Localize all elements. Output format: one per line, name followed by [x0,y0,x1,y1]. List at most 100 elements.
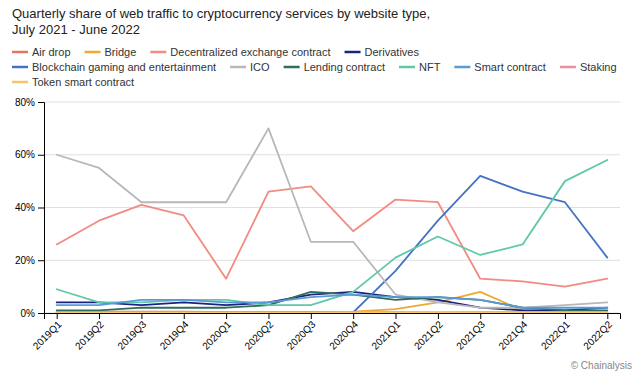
chart: Quarterly share of web traffic to crypto… [0,0,640,375]
series-line [57,311,608,313]
x-tick: 2022Q2 [581,313,614,352]
legend-item: Staking [560,61,617,73]
y-axis-line [38,103,45,314]
legend-swatch [85,51,101,54]
grid-line [44,260,620,261]
y-tick-label: 0% [21,308,36,319]
x-tick: 2022Q1 [539,313,572,352]
x-tick-label: 2022Q1 [539,318,572,351]
legend-swatch [560,66,576,69]
series-line [57,292,608,310]
series-line [57,128,608,307]
y-tick-label: 40% [15,202,35,213]
y-tick-mark [38,208,44,209]
x-tick-label: 2021Q4 [497,318,530,351]
title-line: Quarterly share of web traffic to crypto… [12,6,430,21]
x-tick-mark [141,313,142,319]
x-tick-mark [353,313,354,319]
legend-item: ICO [230,61,270,73]
x-tick-mark [565,313,566,319]
x-tick-mark [607,313,608,319]
x-tick-label: 2020Q4 [327,318,360,351]
y-tick: 40% [15,202,44,213]
x-tick-label: 2019Q1 [31,318,64,351]
legend-label: Staking [580,61,617,73]
x-tick: 2021Q3 [454,313,487,352]
x-tick-mark [226,313,227,319]
legend-label: NFT [419,61,441,73]
y-tick: 20% [15,255,44,266]
y-tick-label: 60% [15,149,35,160]
x-tick: 2019Q2 [73,313,106,352]
legend-label: Decentralized exchange contract [170,46,330,58]
x-tick-label: 2020Q2 [242,318,275,351]
title: Quarterly share of web traffic to crypto… [12,6,430,37]
series-group [57,128,608,312]
legend-item: Blockchain gaming and entertainment [12,61,216,73]
x-tick: 2020Q1 [200,313,233,352]
x-tick: 2019Q3 [115,313,148,352]
legend-swatch [150,51,166,54]
x-tick-label: 2019Q4 [158,318,191,351]
series-line [57,176,608,313]
x-tick-mark [396,313,397,319]
y-tick-mark [38,313,44,314]
legend-swatch [230,66,246,69]
x-tick: 2020Q4 [327,313,360,352]
legend-swatch [12,66,28,69]
x-tick-mark [184,313,185,319]
y-tick-mark [38,102,44,103]
x-tick-mark [438,313,439,319]
legend-label: ICO [250,61,270,73]
legend-label: Blockchain gaming and entertainment [32,61,216,73]
x-tick-label: 2021Q2 [412,318,445,351]
legend-label: Derivatives [365,46,420,58]
series-line [57,292,608,310]
annotation: © Chainalysis [571,360,632,371]
x-tick: 2021Q1 [369,313,402,352]
y-tick-label: 20% [15,255,35,266]
x-tick-label: 2021Q1 [369,318,402,351]
x-tick-label: 2019Q3 [115,318,148,351]
legend-label: Bridge [105,46,137,58]
legend-swatch [12,51,28,54]
legend-item: Decentralized exchange contract [150,46,330,58]
x-tick-label: 2021Q3 [454,318,487,351]
x-tick-mark [268,313,269,319]
legend-item: Lending contract [284,61,385,73]
x-tick-mark [523,313,524,319]
legend-item: Bridge [85,46,137,58]
series-line [57,295,608,308]
y-tick: 80% [15,97,44,108]
legend-item: Derivatives [345,46,420,58]
x-tick-mark [99,313,100,319]
grid-line [44,102,620,103]
y-axis: 0% 20% 40% 60% 80% [15,97,45,319]
x-tick-label: 2020Q1 [200,318,233,351]
series-line [57,311,608,313]
x-tick: 2019Q1 [31,313,64,352]
legend-swatch [454,66,470,69]
legend-item: Air drop [12,46,71,58]
x-tick-label: 2019Q2 [73,318,106,351]
x-tick: 2019Q4 [158,313,191,352]
y-tick-mark [38,155,44,156]
legend-label: Smart contract [474,61,546,73]
y-tick: 0% [21,308,44,319]
x-tick: 2020Q2 [242,313,275,352]
series-line [57,160,608,305]
x-tick: 2020Q3 [285,313,318,352]
legend-swatch [12,81,28,84]
legend-item: Smart contract [454,61,546,73]
legend-label: Air drop [32,46,71,58]
legend-label: Lending contract [304,61,385,73]
legend-swatch [284,66,300,69]
grid-line [44,154,620,155]
x-tick-label: 2022Q2 [581,318,614,351]
legend-swatch [345,51,361,54]
y-tick-mark [38,260,44,261]
y-tick-label: 80% [15,97,35,108]
plot: 0% 20% 40% 60% 80% 2019Q1 2019Q2 2019Q3 2019Q4 20… [15,97,621,352]
legend-item: Token smart contract [12,76,134,88]
legend-item: NFT [399,61,441,73]
